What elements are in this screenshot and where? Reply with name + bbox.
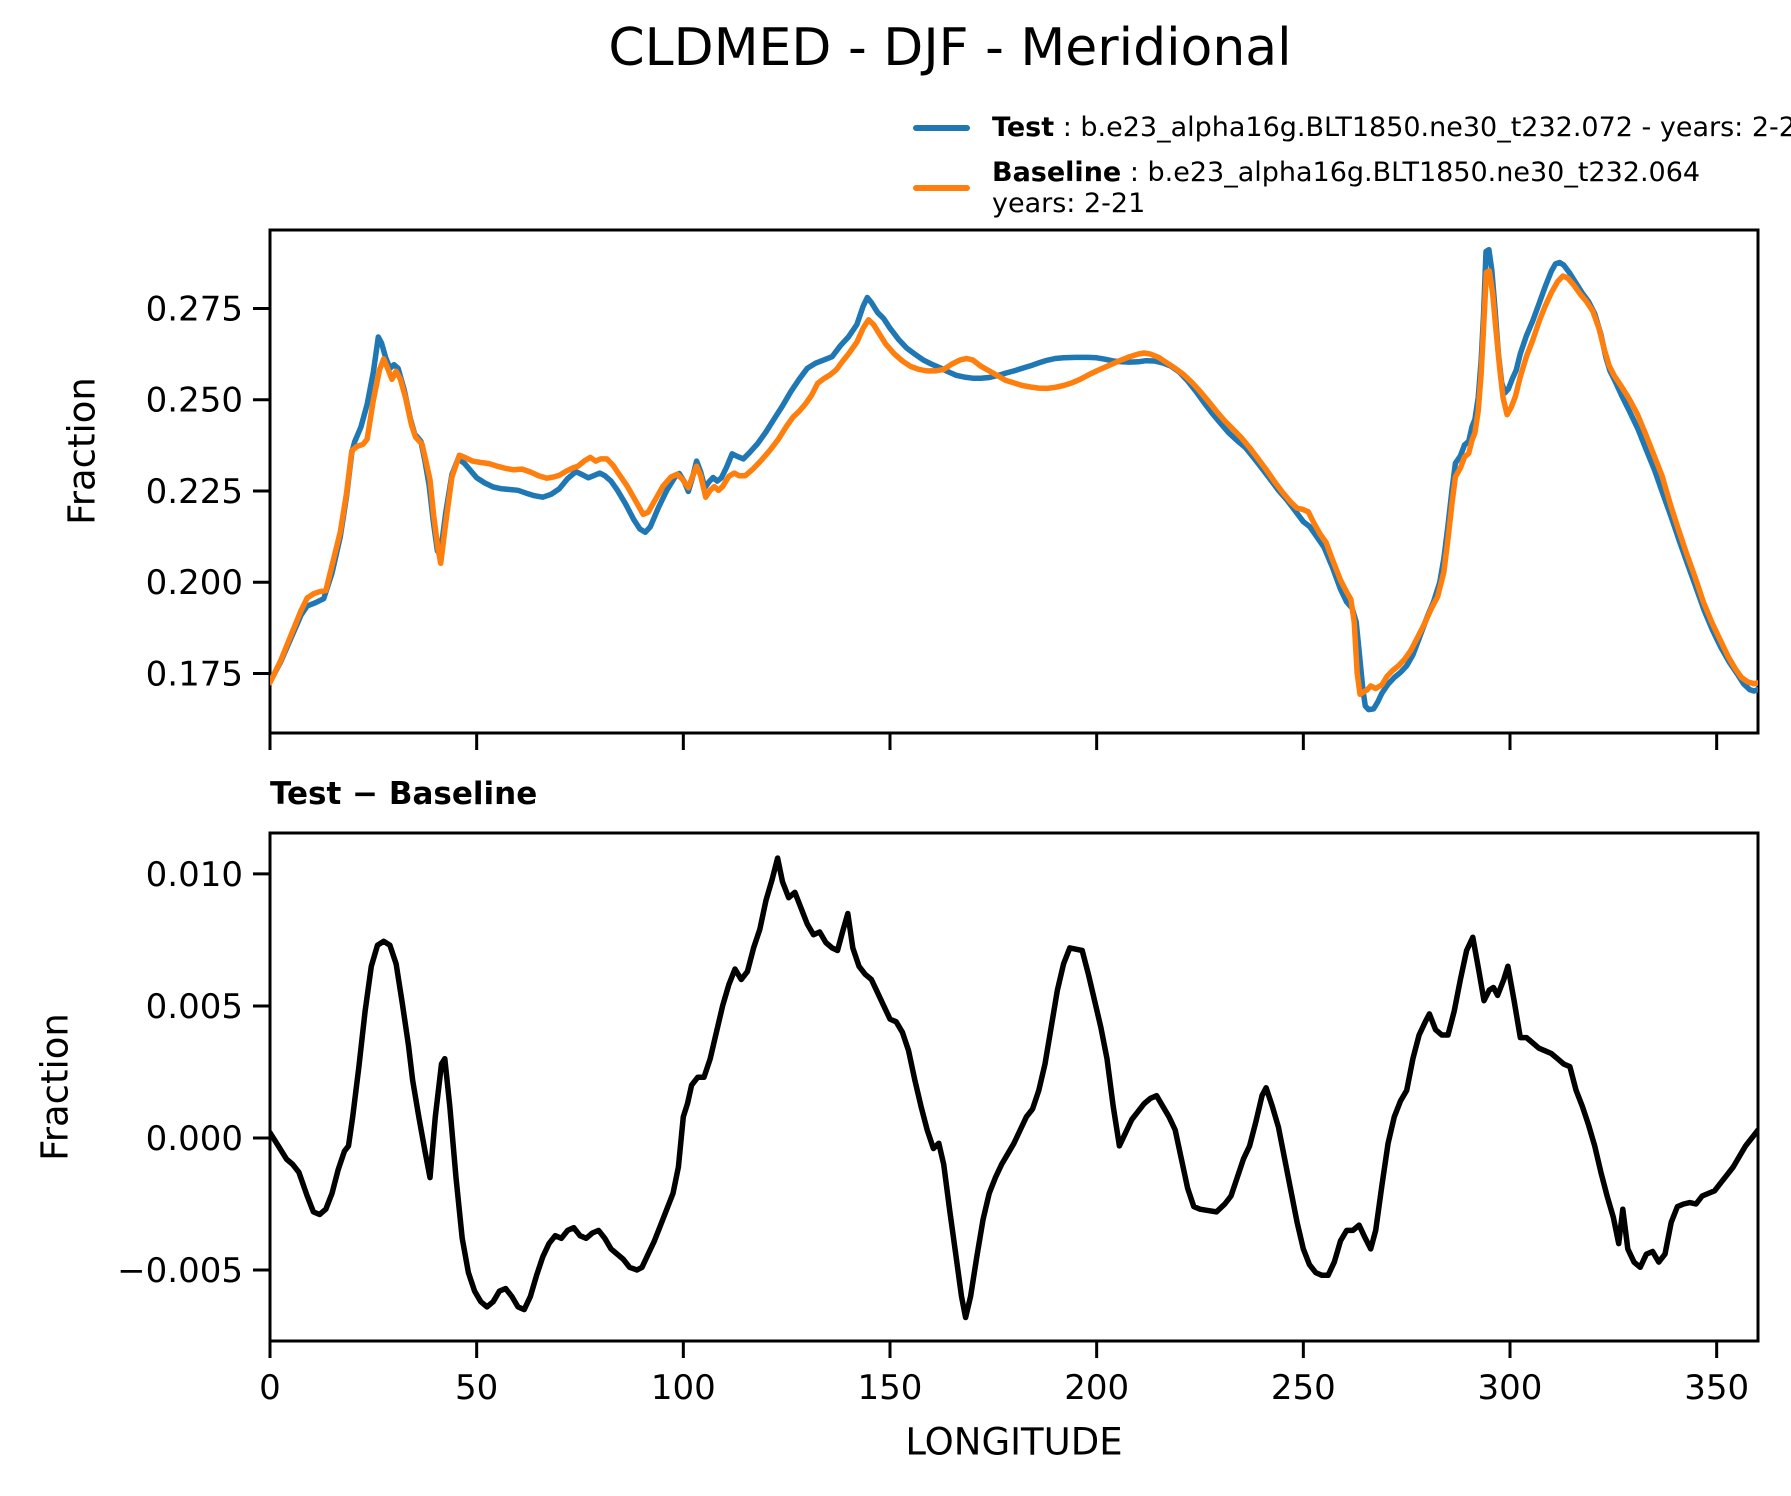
chart-title: CLDMED - DJF - Meridional <box>608 18 1292 78</box>
legend-baseline-name: Baseline <box>992 157 1122 188</box>
test-line-swatch <box>913 124 970 131</box>
baseline-line <box>270 268 1758 698</box>
x-tick-label: 350 <box>1684 1368 1749 1408</box>
y-tick-label: 0.225 <box>146 472 243 512</box>
x-tick-label: 50 <box>455 1368 498 1408</box>
x-tick-label: 150 <box>858 1368 923 1408</box>
y-tick-label: −0.005 <box>117 1251 243 1291</box>
legend-baseline-years: years: 2-21 <box>992 188 1146 219</box>
baseline-line-swatch <box>913 185 970 191</box>
legend-test-name: Test <box>992 112 1055 143</box>
legend-entry-test-label: Test : b.e23_alpha16g.BLT1850.ne30_t232.… <box>992 112 1791 143</box>
comparison-axes-frame <box>268 228 1760 735</box>
x-tick-label: 200 <box>1064 1368 1129 1408</box>
y-tick-label: 0.275 <box>146 289 243 329</box>
y-tick-label: 0.005 <box>146 987 243 1027</box>
x-tick-label: 100 <box>651 1368 716 1408</box>
x-tick-label: 0 <box>259 1368 281 1408</box>
legend-entry-baseline-label: Baseline : b.e23_alpha16g.BLT1850.ne30_t… <box>992 157 1700 219</box>
x-axis-label: LONGITUDE <box>905 1420 1123 1464</box>
test-line <box>270 246 1758 713</box>
y-tick-label: 0.000 <box>146 1119 243 1159</box>
legend-entry-baseline: Baseline : b.e23_alpha16g.BLT1850.ne30_t… <box>913 157 1791 219</box>
legend: Test : b.e23_alpha16g.BLT1850.ne30_t232.… <box>913 112 1791 219</box>
x-tick-label: 250 <box>1271 1368 1336 1408</box>
legend-baseline-detail: : b.e23_alpha16g.BLT1850.ne30_t232.064 <box>1129 157 1701 188</box>
difference-panel-title: Test − Baseline <box>270 776 538 812</box>
legend-entry-test: Test : b.e23_alpha16g.BLT1850.ne30_t232.… <box>913 112 1791 143</box>
test-baseline-line <box>270 855 1758 1321</box>
difference-axes-frame <box>268 831 1760 1343</box>
y-axis-label-bottom: Fraction <box>33 1013 77 1161</box>
y-axis-label-top: Fraction <box>60 377 104 525</box>
legend-test-detail: : b.e23_alpha16g.BLT1850.ne30_t232.072 -… <box>1062 112 1791 143</box>
y-tick-label: 0.200 <box>146 563 243 603</box>
y-tick-label: 0.250 <box>146 381 243 421</box>
y-tick-label: 0.010 <box>146 855 243 895</box>
y-tick-label: 0.175 <box>146 655 243 695</box>
x-tick-label: 300 <box>1478 1368 1543 1408</box>
